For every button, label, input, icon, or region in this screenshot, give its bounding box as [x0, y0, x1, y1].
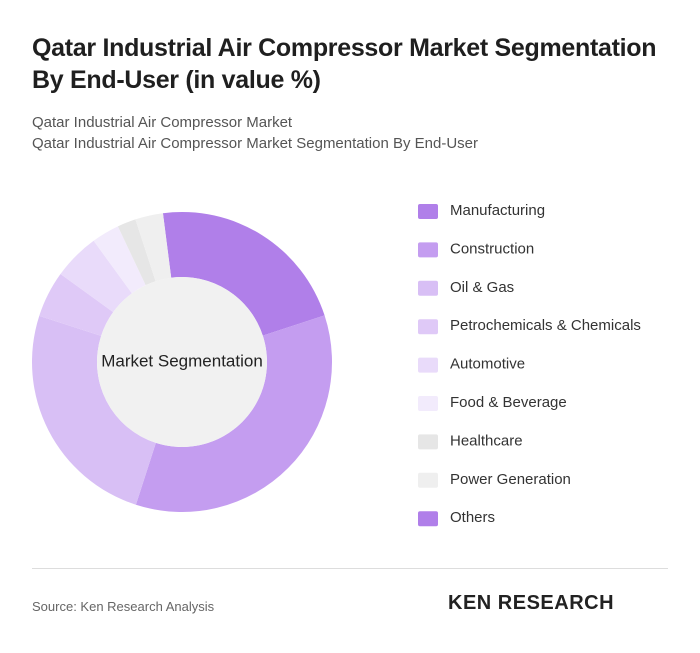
logo: KEN RESEARCH: [448, 592, 615, 614]
subtitle: Qatar Industrial Air Compressor Market: [32, 114, 293, 131]
slice: [162, 212, 325, 336]
legend-swatch: [418, 396, 438, 411]
chart-title: Qatar Industrial Air Compressor Market S…: [32, 34, 657, 94]
legend-label: Petrochemicals & Chemicals: [450, 317, 641, 334]
slice: [31, 315, 156, 505]
legend-swatch: [418, 357, 438, 373]
center-label: Market Segmentation: [101, 351, 263, 370]
chart: Market Segmentation Manufacturing Construc…: [31, 202, 641, 527]
legend-label: Oil & Gas: [450, 279, 514, 296]
slice: [39, 274, 114, 336]
legend-label: Manufacturing: [450, 202, 545, 219]
legend-swatch: [418, 434, 438, 450]
slice: [60, 240, 132, 313]
legend-label: Others: [450, 509, 495, 526]
legend-swatch: [418, 472, 438, 488]
legend-label: Construction: [450, 240, 534, 257]
slice: [93, 226, 146, 294]
legend-label: Power Generation: [450, 471, 571, 488]
legend-swatch: [418, 511, 438, 527]
legend-swatch: [418, 280, 438, 296]
slice: [135, 213, 172, 282]
subtitle: Qatar Industrial Air Compressor Market S…: [32, 135, 479, 152]
slice: [135, 315, 332, 512]
legend-swatch: [418, 204, 438, 219]
legend-swatch: [418, 319, 438, 335]
divider: [32, 568, 668, 569]
source: Source: Ken Research Analysis: [32, 599, 215, 614]
legend-label: Food & Beverage: [450, 394, 567, 411]
donut-hole: [97, 277, 267, 447]
legend-swatch: [418, 242, 438, 258]
slice: [117, 219, 156, 286]
legend-label: Automotive: [450, 356, 525, 373]
legend-label: Healthcare: [450, 432, 523, 449]
